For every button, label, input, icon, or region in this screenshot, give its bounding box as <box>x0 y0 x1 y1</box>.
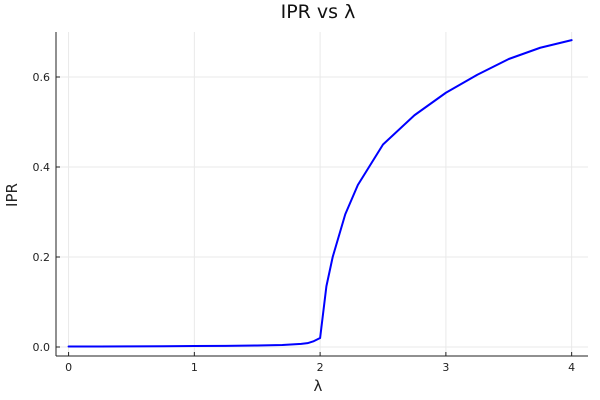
x-tick-label: 3 <box>442 361 449 374</box>
y-axis-label: IPR <box>3 183 21 207</box>
x-tick-label: 4 <box>568 361 575 374</box>
grid <box>56 32 588 356</box>
x-tick-label: 0 <box>65 361 72 374</box>
series <box>67 39 573 348</box>
ticks: 0 1 2 3 4 0.0 0.2 0.4 0.6 <box>33 71 576 374</box>
y-tick-label: 0.4 <box>33 161 51 174</box>
chart-title: IPR vs λ <box>281 1 356 23</box>
y-tick-label: 0.2 <box>33 251 51 264</box>
series-line-0 <box>67 39 573 348</box>
x-tick-label: 1 <box>191 361 198 374</box>
y-tick-label: 0.0 <box>33 341 51 354</box>
x-axis-label: λ <box>314 377 323 395</box>
x-tick-label: 2 <box>317 361 324 374</box>
y-tick-label: 0.6 <box>33 71 51 84</box>
axes <box>55 32 588 357</box>
